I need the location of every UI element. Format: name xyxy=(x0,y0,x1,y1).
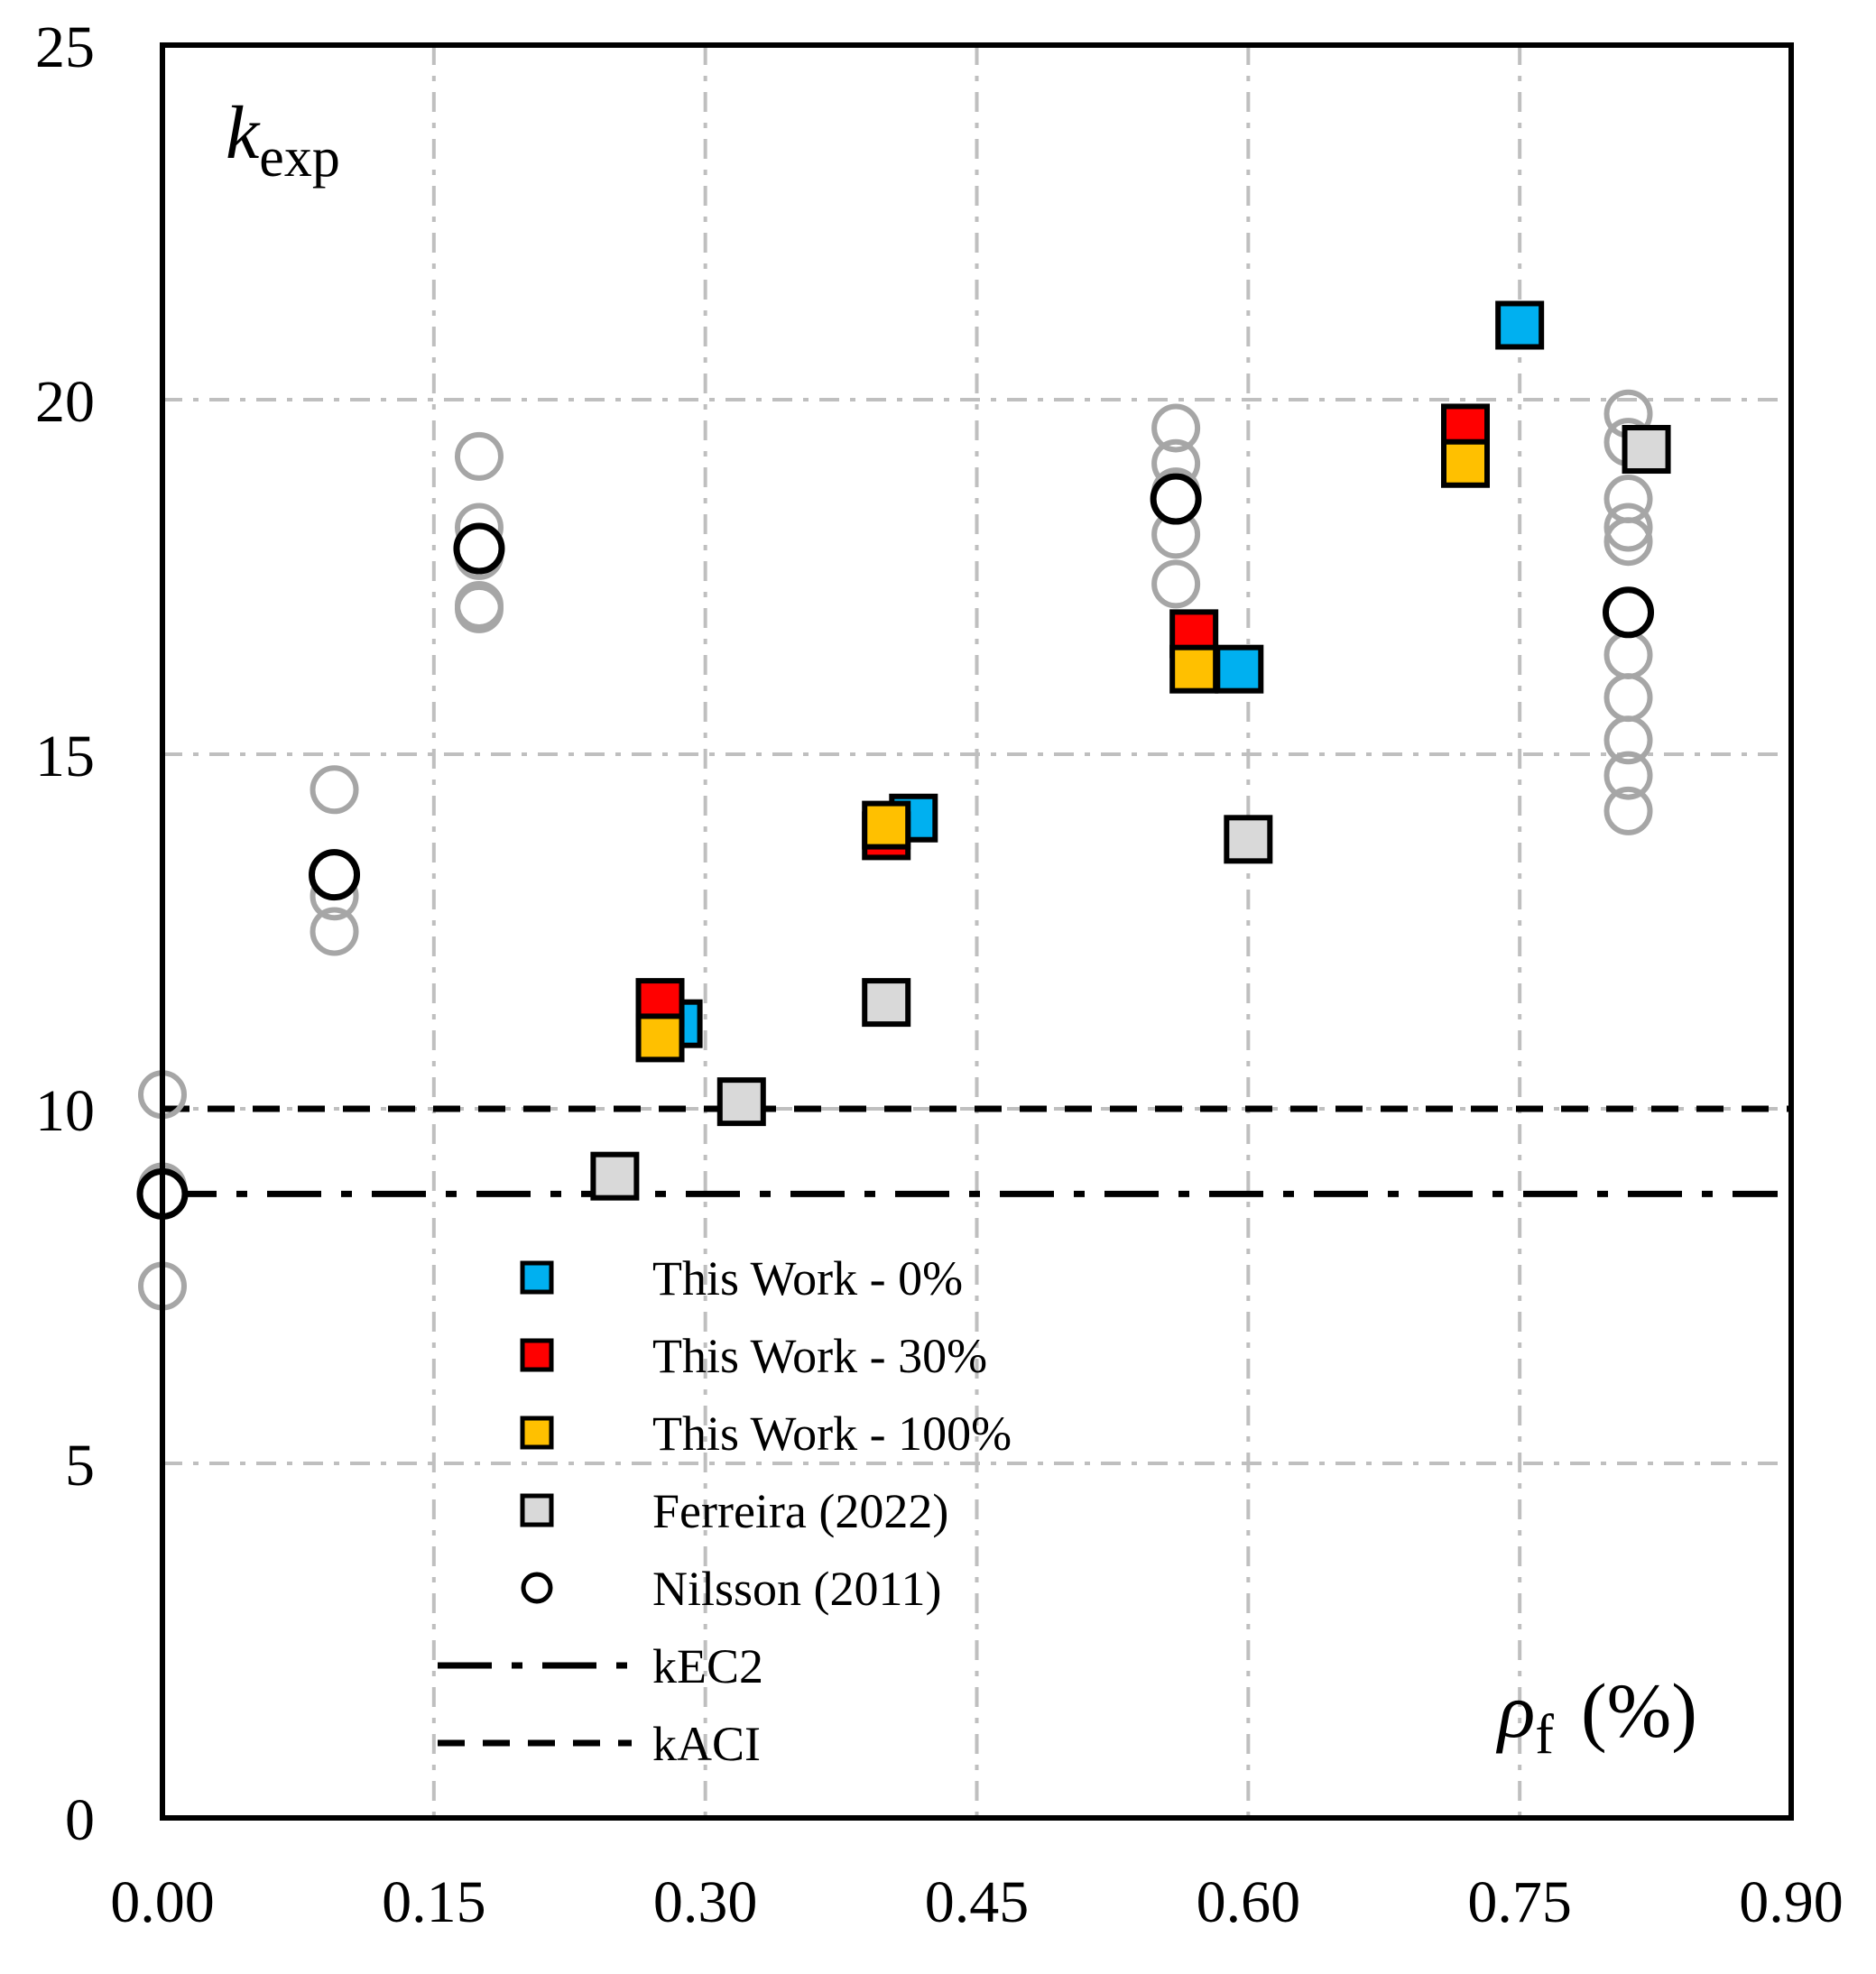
y-axis-title-sub: exp xyxy=(259,127,340,189)
data-point-square xyxy=(1441,438,1490,488)
data-point-square xyxy=(1495,300,1545,350)
x-tick-label: 0.60 xyxy=(1197,1869,1301,1935)
legend-label: This Work - 100% xyxy=(652,1407,1012,1461)
x-axis-title: ρf (%) xyxy=(1495,1667,1697,1766)
x-tick-label: 0.45 xyxy=(925,1869,1030,1935)
legend-label: Nilsson (2011) xyxy=(652,1562,942,1616)
y-tick-label: 15 xyxy=(35,724,95,789)
plot-area-frame xyxy=(160,42,1794,1821)
individual-point xyxy=(1603,715,1653,765)
legend-label: Ferreira (2022) xyxy=(652,1484,948,1538)
y-tick-label: 0 xyxy=(65,1787,95,1853)
legend-marker-circle xyxy=(521,1572,553,1604)
plot-frame xyxy=(160,42,1794,1821)
legend-label: kEC2 xyxy=(652,1639,763,1693)
tick-labels: 0.00 0.15 0.30 0.45 0.60 0.75 0.90 0 5 10 15 20 25 xyxy=(35,14,1844,1935)
data-point-square xyxy=(635,1013,685,1063)
individual-point xyxy=(310,765,359,815)
data-point-square xyxy=(590,1151,640,1201)
data-point-square xyxy=(716,1077,766,1127)
x-axis-title-unit: (%) xyxy=(1581,1667,1697,1754)
legend-marker-square xyxy=(520,1493,554,1527)
data-point-square xyxy=(1622,425,1671,475)
data-point-square xyxy=(1169,644,1219,694)
legend-label: kACI xyxy=(652,1717,761,1771)
legend: This Work - 0% This Work - 30% This Work -… xyxy=(438,1251,1012,1771)
x-tick-label: 0.00 xyxy=(110,1869,215,1935)
x-tick-label: 0.90 xyxy=(1739,1869,1844,1935)
y-axis-title: kexp xyxy=(226,91,340,189)
y-tick-label: 10 xyxy=(35,1078,95,1144)
data-point-circle xyxy=(309,849,361,901)
legend-marker-square xyxy=(520,1416,554,1450)
y-tick-label: 25 xyxy=(35,14,95,80)
data-point-square xyxy=(862,978,911,1028)
legend-marker-square xyxy=(520,1260,554,1295)
individual-point xyxy=(1603,517,1653,567)
x-tick-label: 0.30 xyxy=(653,1869,758,1935)
individual-point xyxy=(310,907,359,956)
y-tick-label: 20 xyxy=(35,369,95,435)
data-point-square xyxy=(1215,644,1264,694)
y-tick-label: 5 xyxy=(65,1433,95,1499)
individual-point xyxy=(1151,559,1201,609)
individual-point xyxy=(1603,751,1653,800)
x-axis-title-main: ρ xyxy=(1495,1667,1535,1754)
data-point-circle xyxy=(453,522,505,575)
x-tick-label: 0.75 xyxy=(1467,1869,1572,1935)
individual-point xyxy=(454,584,504,633)
legend-marker-square xyxy=(520,1338,554,1372)
data-point-square xyxy=(862,800,911,850)
legend-label: This Work - 30% xyxy=(652,1329,987,1383)
legend-label: This Work - 0% xyxy=(652,1251,963,1305)
individual-point xyxy=(1151,403,1201,453)
x-axis-title-sub: f xyxy=(1535,1704,1554,1766)
y-axis-title-main: k xyxy=(226,91,261,175)
data-point-circle xyxy=(1150,473,1202,525)
individual-point xyxy=(1603,786,1653,835)
x-tick-label: 0.15 xyxy=(382,1869,486,1935)
data-point-square xyxy=(1224,815,1273,864)
individual-point xyxy=(454,431,504,481)
data-point-circle xyxy=(1603,586,1654,639)
individual-point xyxy=(1603,503,1653,552)
reference-lines xyxy=(162,1105,1791,1197)
